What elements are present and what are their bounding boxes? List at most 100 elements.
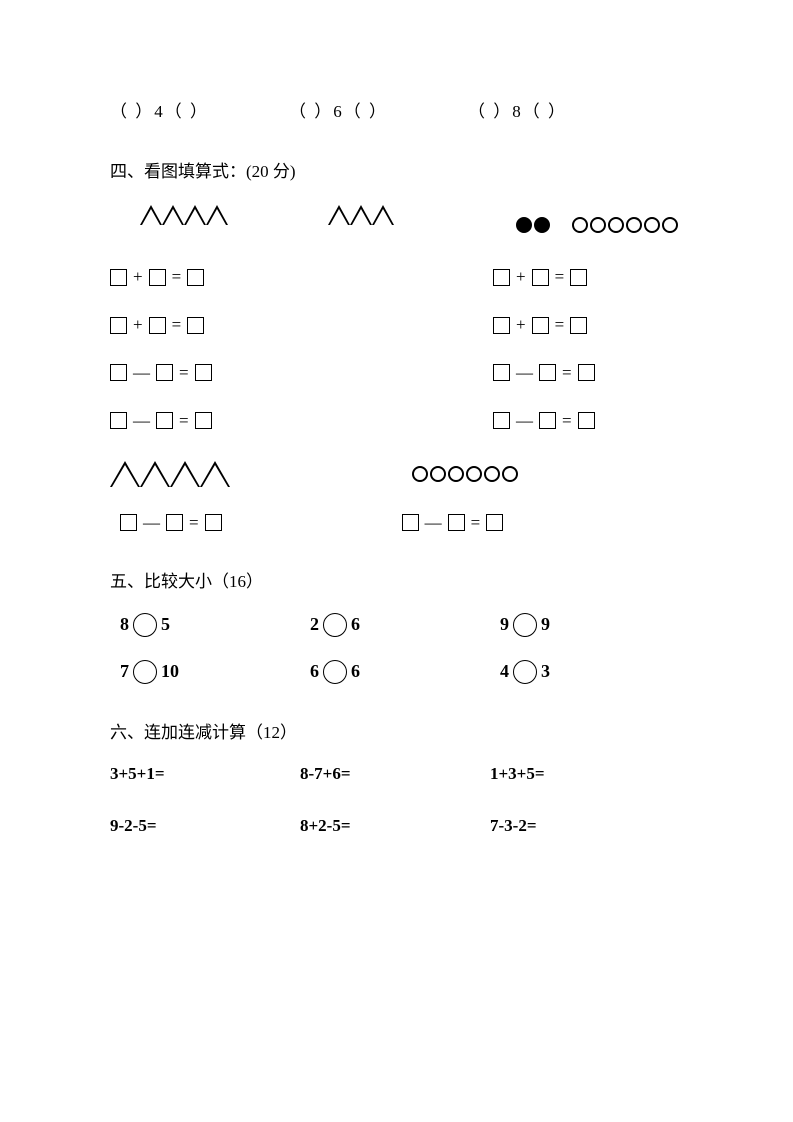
blank-box[interactable] — [110, 364, 127, 381]
equation-line[interactable]: += — [493, 265, 683, 289]
calc-row: 3+5+1= 8-7+6= 1+3+5= — [110, 762, 683, 786]
blank-box[interactable] — [578, 412, 595, 429]
circle-filled-group — [514, 212, 550, 236]
blank-box[interactable] — [493, 364, 510, 381]
blank-box[interactable] — [187, 269, 204, 286]
triangle-icon — [350, 205, 372, 225]
fill-blank-item[interactable]: （ ）8（ ） — [468, 100, 567, 124]
blank-box[interactable] — [156, 412, 173, 429]
blank-box[interactable] — [156, 364, 173, 381]
calc-item[interactable]: 3+5+1= — [110, 762, 240, 786]
compare-row: 85 26 99 — [120, 612, 683, 637]
calc-item[interactable]: 7-3-2= — [490, 814, 620, 838]
blank-box[interactable] — [205, 514, 222, 531]
compare-item[interactable]: 66 — [310, 659, 430, 684]
circle-blank[interactable] — [513, 613, 537, 637]
compare-item[interactable]: 43 — [500, 659, 620, 684]
compare-b: 6 — [351, 659, 360, 684]
blank-box[interactable] — [195, 364, 212, 381]
calc-rows: 3+5+1= 8-7+6= 1+3+5= 9-2-5= 8+2-5= 7-3-2… — [110, 762, 683, 838]
equation-line[interactable]: —= — [493, 409, 683, 433]
compare-item[interactable]: 99 — [500, 612, 620, 637]
equation-line[interactable]: —= — [110, 361, 493, 385]
calc-item[interactable]: 8-7+6= — [300, 762, 430, 786]
operator: — — [131, 409, 152, 433]
blank-box[interactable] — [195, 412, 212, 429]
circle-open-icon — [590, 217, 606, 233]
blank-box[interactable] — [187, 317, 204, 334]
equation-line[interactable]: += — [493, 313, 683, 337]
blank-box[interactable] — [402, 514, 419, 531]
compare-a: 2 — [310, 612, 319, 637]
operator: — — [141, 511, 162, 535]
circle-open-icon — [608, 217, 624, 233]
operator: — — [131, 361, 152, 385]
compare-item[interactable]: 85 — [120, 612, 240, 637]
circle-open-icon — [484, 466, 500, 482]
compare-rows: 85 26 99 710 66 43 — [120, 612, 683, 684]
blank-box[interactable] — [493, 269, 510, 286]
calc-item[interactable]: 1+3+5= — [490, 762, 620, 786]
blank-box[interactable] — [570, 317, 587, 334]
equation-line[interactable]: —= — [120, 511, 222, 535]
circle-filled-icon — [516, 217, 532, 233]
circle-group — [514, 212, 678, 236]
blank-box[interactable] — [110, 269, 127, 286]
compare-a: 9 — [500, 612, 509, 637]
blank-box[interactable] — [110, 412, 127, 429]
operator: + — [131, 265, 145, 289]
blank-box[interactable] — [539, 364, 556, 381]
circle-blank[interactable] — [323, 613, 347, 637]
circle-open-icon — [430, 466, 446, 482]
blank-box[interactable] — [486, 514, 503, 531]
blank-box[interactable] — [493, 317, 510, 334]
blank-box[interactable] — [570, 269, 587, 286]
blank-box[interactable] — [149, 269, 166, 286]
calc-item[interactable]: 8+2-5= — [300, 814, 430, 838]
blank-box[interactable] — [120, 514, 137, 531]
equation-line[interactable]: += — [110, 265, 493, 289]
fill-blank-item[interactable]: （ ）4（ ） — [110, 100, 209, 124]
compare-item[interactable]: 710 — [120, 659, 240, 684]
operator: — — [514, 361, 535, 385]
fill-blank-item[interactable]: （ ）6（ ） — [289, 100, 388, 124]
circle-blank[interactable] — [513, 660, 537, 684]
circle-filled-icon — [534, 217, 550, 233]
calc-item[interactable]: 9-2-5= — [110, 814, 240, 838]
triangle-icon — [200, 461, 230, 487]
equation-line[interactable]: —= — [493, 361, 683, 385]
equals: = — [170, 313, 184, 337]
equation-line[interactable]: —= — [402, 511, 504, 535]
circle-blank[interactable] — [133, 613, 157, 637]
compare-a: 4 — [500, 659, 509, 684]
operator: — — [423, 511, 444, 535]
figure-row-2 — [110, 461, 683, 487]
blank-box[interactable] — [532, 269, 549, 286]
equation-line[interactable]: —= — [110, 409, 493, 433]
blank-box[interactable] — [166, 514, 183, 531]
blank-box[interactable] — [149, 317, 166, 334]
circle-open-icon — [448, 466, 464, 482]
operator: + — [514, 313, 528, 337]
blank-box[interactable] — [110, 317, 127, 334]
circle-open-group — [570, 212, 678, 236]
compare-item[interactable]: 26 — [310, 612, 430, 637]
figure-row-1 — [110, 202, 683, 236]
compare-b: 6 — [351, 612, 360, 637]
equals: = — [177, 409, 191, 433]
operator: + — [514, 265, 528, 289]
equals: = — [553, 265, 567, 289]
blank-box[interactable] — [448, 514, 465, 531]
triangle-icon — [140, 205, 162, 225]
equation-line[interactable]: += — [110, 313, 493, 337]
blank-box[interactable] — [493, 412, 510, 429]
circle-blank[interactable] — [323, 660, 347, 684]
triangle-group-big — [110, 461, 230, 487]
blank-box[interactable] — [539, 412, 556, 429]
blank-box[interactable] — [578, 364, 595, 381]
compare-b: 10 — [161, 659, 179, 684]
circle-blank[interactable] — [133, 660, 157, 684]
blank-box[interactable] — [532, 317, 549, 334]
section-4-title: 四、看图填算式：(20 分) — [110, 160, 683, 184]
compare-a: 8 — [120, 612, 129, 637]
